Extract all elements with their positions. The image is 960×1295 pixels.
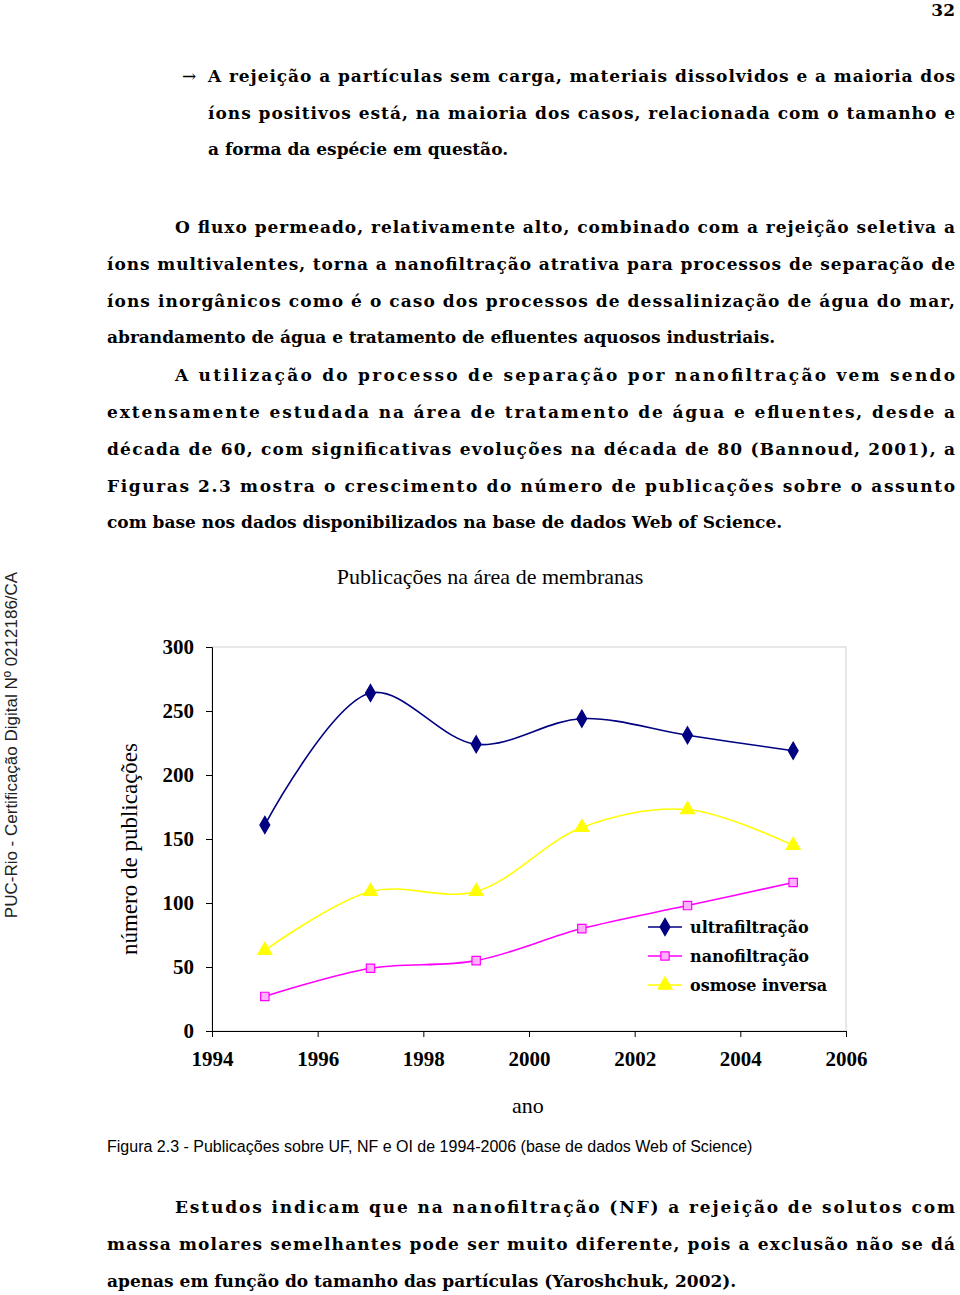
plot-frame xyxy=(212,647,846,1031)
tick-label: 50 xyxy=(173,955,194,979)
tick: 2000 xyxy=(509,1031,551,1071)
tick-mark xyxy=(206,1031,212,1032)
legend-marker xyxy=(660,918,670,935)
tick: 1994 xyxy=(192,1031,235,1071)
legend-label: ultrafiltração xyxy=(690,918,809,937)
legend: ultrafiltração nanofiltração osmose invers… xyxy=(648,918,827,995)
side-note: PUC-Rio - Certificação Digital Nº 021218… xyxy=(2,571,21,918)
legend-label: nanofiltração xyxy=(690,947,809,966)
tick-label: 2000 xyxy=(509,1047,551,1071)
tick-label: 2004 xyxy=(720,1047,763,1071)
paragraph-line: Estudos indicam que na nanofiltração (NF… xyxy=(175,1197,955,1217)
series-marker xyxy=(471,736,481,753)
series-marker xyxy=(577,710,587,727)
tick-label: 0 xyxy=(184,1019,195,1043)
legend-label: osmose inversa xyxy=(690,976,827,995)
series-line xyxy=(265,692,793,825)
tick-mark xyxy=(206,775,212,776)
series-marker xyxy=(683,727,693,744)
paragraph-line: massa molares semelhantes pode ser muito… xyxy=(107,1234,955,1254)
paragraph-line: abrandamento de água e tratamento de efl… xyxy=(107,327,775,347)
tick-label: 2006 xyxy=(826,1047,868,1071)
tick: 300 xyxy=(163,635,213,659)
tick-mark xyxy=(635,1031,636,1037)
caption: Figura 2.3 - Publicações sobre UF, NF e … xyxy=(107,1138,752,1155)
series-marker xyxy=(788,742,798,759)
paragraph-line: Figuras 2.3 mostra o crescimento do núme… xyxy=(107,476,955,496)
series-marker xyxy=(472,956,480,964)
tick-mark xyxy=(318,1031,319,1037)
chart: Publicações na área de membranas 1994 1996… xyxy=(117,564,868,1118)
tick-label: 200 xyxy=(163,763,195,787)
tick-label: 1998 xyxy=(403,1047,445,1071)
tick: 1998 xyxy=(403,1031,445,1071)
legend-marker xyxy=(661,952,669,960)
bullet-symbol: → xyxy=(182,66,196,86)
tick: 1996 xyxy=(297,1031,339,1071)
page: 32 → A rejeição a partículas sem carga, ma… xyxy=(0,0,960,1295)
tick-mark xyxy=(423,1031,424,1037)
tick-mark xyxy=(206,903,212,904)
tick-mark xyxy=(740,1031,741,1037)
series-marker xyxy=(786,837,800,849)
tick-mark xyxy=(206,839,212,840)
series-marker xyxy=(680,801,694,813)
tick: 2004 xyxy=(720,1031,763,1071)
tick-label: 150 xyxy=(163,827,195,851)
paragraph-line: íons inorgânicos como é o caso dos proce… xyxy=(107,291,955,311)
bullet-line: íons positivos está, na maioria dos caso… xyxy=(208,103,955,123)
tick-mark xyxy=(529,1031,530,1037)
tick: 250 xyxy=(163,699,213,723)
legend-item: ultrafiltração xyxy=(648,918,809,937)
x-axis-title: ano xyxy=(512,1093,544,1118)
tick: 150 xyxy=(163,827,213,851)
paragraph-line: íons multivalentes, torna a nanofiltraçã… xyxy=(107,254,955,274)
axis-line xyxy=(206,648,213,1032)
tick-mark xyxy=(206,967,212,968)
y-axis: 0 50 100 150 200 250 300 xyxy=(163,635,213,1043)
tick: 100 xyxy=(163,891,213,915)
series-marker xyxy=(683,901,691,909)
y-axis-title: número de publicações xyxy=(117,743,142,955)
legend-item: osmose inversa xyxy=(648,976,827,995)
paragraph-line: O fluxo permeado, relativamente alto, co… xyxy=(175,217,955,237)
tick-label: 250 xyxy=(163,699,195,723)
series-marker xyxy=(260,816,270,833)
tick-mark xyxy=(846,1031,847,1037)
paragraph-line: com base nos dados disponibilizados na b… xyxy=(107,512,782,532)
series-marker xyxy=(363,883,377,895)
tick: 0 xyxy=(184,1019,213,1043)
bullet-line: a forma da espécie em questão. xyxy=(208,139,508,159)
tick-mark xyxy=(206,647,212,648)
series-marker xyxy=(258,942,272,954)
series-marker xyxy=(578,924,586,932)
series-marker xyxy=(261,992,269,1000)
tick-label: 2002 xyxy=(614,1047,656,1071)
page-number: 32 xyxy=(931,0,955,20)
series-marker xyxy=(366,685,376,702)
tick-label: 300 xyxy=(163,635,195,659)
series-marker xyxy=(789,878,797,886)
tick: 200 xyxy=(163,763,213,787)
legend-item: nanofiltração xyxy=(648,947,809,966)
paragraph-line: extensamente estudada na área de tratame… xyxy=(107,402,955,422)
legend-marker xyxy=(658,977,672,989)
tick-label: 1994 xyxy=(192,1047,235,1071)
tick-label: 100 xyxy=(163,891,195,915)
tick-label: 1996 xyxy=(297,1047,339,1071)
x-axis: 1994 1996 1998 2000 2002 2004 2006 xyxy=(192,1031,868,1071)
paragraph-line: apenas em função do tamanho das partícul… xyxy=(107,1271,736,1291)
tick: 50 xyxy=(173,955,212,979)
paragraph-line: A utilização do processo de separação po… xyxy=(174,365,955,385)
paragraph-line: década de 60, com significativas evoluçõ… xyxy=(107,439,955,459)
series-marker xyxy=(575,819,589,831)
tick-mark xyxy=(206,711,212,712)
series-marker xyxy=(366,964,374,972)
tick: 2002 xyxy=(614,1031,656,1071)
chart-title: Publicações na área de membranas xyxy=(337,564,644,589)
tick: 2006 xyxy=(826,1031,868,1071)
series-marker xyxy=(469,883,483,895)
bullet-line: A rejeição a partículas sem carga, mater… xyxy=(207,66,955,86)
axis-line xyxy=(213,1032,847,1038)
